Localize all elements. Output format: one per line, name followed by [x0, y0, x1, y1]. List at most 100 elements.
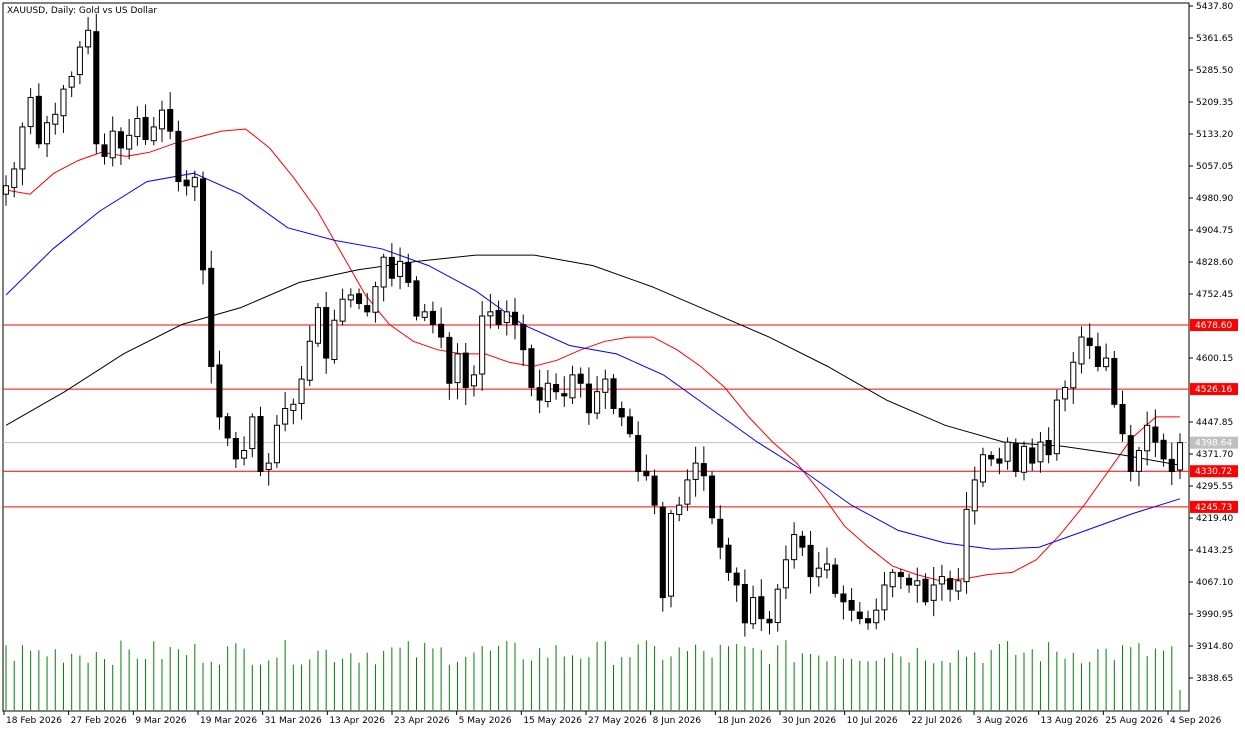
- level-label: 4245.73: [1195, 503, 1232, 513]
- candle: [19, 122, 26, 186]
- level-label-bg: [1190, 500, 1238, 513]
- candle: [667, 509, 675, 608]
- candle: [93, 13, 100, 154]
- candle-body: [856, 611, 863, 620]
- candle-body: [76, 46, 83, 76]
- candle: [306, 325, 313, 387]
- candle: [462, 343, 469, 406]
- y-tick-label: 4371.70: [1196, 450, 1233, 460]
- candle: [823, 547, 831, 579]
- candle: [1029, 438, 1036, 472]
- candle-body: [290, 403, 297, 411]
- candle-body: [142, 116, 149, 141]
- candle: [503, 300, 510, 336]
- candle: [487, 293, 494, 329]
- candle-body: [873, 609, 880, 624]
- candle: [1111, 350, 1118, 408]
- candle: [265, 453, 272, 486]
- candle: [520, 314, 527, 366]
- candle-body: [314, 307, 322, 344]
- y-tick-label: 5133.20: [1196, 130, 1233, 140]
- level-label-bg: [1190, 383, 1238, 396]
- candle-body: [610, 378, 617, 409]
- candle: [766, 611, 773, 635]
- candle: [544, 369, 551, 408]
- chart-title: XAUUSD, Daily: Gold vs US Dollar: [7, 6, 157, 16]
- candle: [117, 127, 124, 165]
- candle-body: [848, 599, 855, 611]
- candle-body: [938, 576, 945, 585]
- ma-line: [5, 254, 1181, 466]
- candle-body: [11, 168, 18, 188]
- candle-body: [626, 416, 633, 435]
- y-tick-label: 5285.50: [1196, 66, 1233, 76]
- candle-body: [388, 256, 395, 279]
- candle: [750, 585, 757, 630]
- current-price-bg: [1190, 436, 1238, 449]
- candle: [380, 253, 387, 302]
- candle-body: [93, 31, 100, 145]
- candle-body: [117, 131, 124, 149]
- candle: [397, 247, 404, 290]
- candle-body: [1045, 439, 1052, 456]
- y-tick-label: 3838.65: [1196, 674, 1233, 684]
- candle-body: [134, 118, 141, 137]
- candle: [208, 250, 215, 384]
- candle: [109, 116, 116, 167]
- candle: [52, 102, 59, 135]
- candle-body: [708, 475, 716, 519]
- candle: [758, 579, 765, 631]
- candle-body: [692, 462, 699, 480]
- candle-body: [380, 256, 387, 288]
- candle-body: [520, 323, 527, 351]
- candle: [27, 88, 34, 135]
- candle-body: [1176, 442, 1184, 471]
- candle: [1045, 427, 1052, 464]
- candle: [906, 573, 913, 593]
- candle: [799, 530, 806, 557]
- candle-body: [109, 130, 116, 159]
- candle: [405, 253, 412, 287]
- candle: [938, 564, 945, 601]
- candle-body: [1144, 424, 1151, 452]
- candle: [626, 408, 633, 438]
- candle: [643, 454, 650, 481]
- candle: [733, 567, 740, 602]
- x-tick-label: 13 Apr 2026: [329, 716, 385, 726]
- candle-body: [85, 29, 92, 48]
- candle-body: [594, 391, 601, 414]
- candle-body: [183, 179, 190, 187]
- candle-body: [199, 178, 207, 271]
- candle-body: [257, 416, 264, 473]
- candle: [331, 309, 338, 364]
- candle-body: [331, 319, 338, 361]
- candle-body: [60, 88, 67, 117]
- candle: [142, 104, 149, 145]
- candle-body: [651, 475, 658, 506]
- candle: [126, 118, 133, 160]
- y-tick-label: 4752.45: [1196, 290, 1233, 300]
- candle: [511, 297, 519, 340]
- candle: [158, 100, 166, 143]
- candle: [232, 431, 239, 469]
- candle-body: [1168, 458, 1175, 473]
- candle-body: [996, 458, 1003, 464]
- candle-body: [1053, 399, 1060, 455]
- candle-body: [947, 578, 954, 590]
- candle-body: [741, 583, 748, 624]
- candle-body: [158, 109, 166, 130]
- candle-body: [618, 408, 625, 418]
- candle: [134, 106, 141, 146]
- candle: [528, 344, 535, 397]
- candle: [364, 292, 371, 317]
- candle: [955, 568, 962, 600]
- candle-body: [413, 280, 420, 317]
- level-label-bg: [1190, 465, 1238, 478]
- candle: [76, 40, 83, 85]
- candle: [150, 116, 157, 146]
- candles: [2, 13, 1184, 637]
- candle-body: [126, 134, 133, 150]
- x-tick-label: 13 Aug 2026: [1041, 716, 1099, 726]
- candle-body: [815, 567, 822, 578]
